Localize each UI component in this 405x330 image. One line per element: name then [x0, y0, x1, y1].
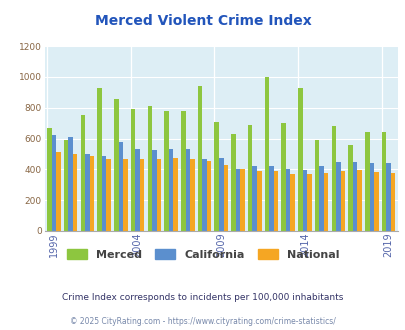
Bar	[356, 170, 361, 231]
Bar	[206, 161, 211, 231]
Bar	[80, 115, 85, 231]
Bar	[114, 99, 118, 231]
Bar	[269, 166, 273, 231]
Bar	[307, 174, 311, 231]
Bar	[118, 142, 123, 231]
Bar	[352, 162, 356, 231]
Legend: Merced, California, National: Merced, California, National	[67, 249, 338, 260]
Bar	[130, 109, 135, 231]
Bar	[190, 159, 194, 231]
Bar	[156, 159, 161, 231]
Text: Merced Violent Crime Index: Merced Violent Crime Index	[94, 15, 311, 28]
Text: © 2025 CityRating.com - https://www.cityrating.com/crime-statistics/: © 2025 CityRating.com - https://www.city…	[70, 317, 335, 326]
Bar	[256, 171, 261, 231]
Bar	[252, 166, 256, 231]
Bar	[381, 132, 386, 231]
Bar	[281, 123, 285, 231]
Bar	[173, 158, 177, 231]
Bar	[273, 171, 277, 231]
Bar	[335, 162, 340, 231]
Bar	[97, 88, 102, 231]
Bar	[197, 86, 202, 231]
Bar	[364, 132, 369, 231]
Bar	[152, 150, 156, 231]
Bar	[139, 159, 144, 231]
Bar	[185, 149, 190, 231]
Bar	[51, 135, 56, 231]
Bar	[147, 106, 152, 231]
Bar	[319, 166, 323, 231]
Bar	[247, 125, 252, 231]
Bar	[297, 88, 302, 231]
Bar	[340, 171, 344, 231]
Bar	[369, 163, 373, 231]
Bar	[390, 173, 394, 231]
Bar	[181, 111, 185, 231]
Bar	[235, 169, 240, 231]
Bar	[168, 148, 173, 231]
Bar	[264, 77, 269, 231]
Bar	[240, 169, 244, 231]
Bar	[123, 159, 127, 231]
Text: Crime Index corresponds to incidents per 100,000 inhabitants: Crime Index corresponds to incidents per…	[62, 292, 343, 302]
Bar	[290, 174, 294, 231]
Bar	[106, 159, 111, 231]
Bar	[202, 159, 206, 231]
Bar	[323, 173, 328, 231]
Bar	[64, 140, 68, 231]
Bar	[302, 170, 307, 231]
Bar	[223, 165, 228, 231]
Bar	[47, 128, 51, 231]
Bar	[135, 149, 139, 231]
Bar	[314, 140, 319, 231]
Bar	[331, 126, 335, 231]
Bar	[90, 155, 94, 231]
Bar	[386, 163, 390, 231]
Bar	[214, 122, 218, 231]
Bar	[164, 111, 168, 231]
Bar	[347, 145, 352, 231]
Bar	[56, 152, 60, 231]
Bar	[68, 137, 72, 231]
Bar	[231, 134, 235, 231]
Bar	[102, 155, 106, 231]
Bar	[85, 154, 90, 231]
Bar	[218, 158, 223, 231]
Bar	[72, 154, 77, 231]
Bar	[373, 173, 378, 231]
Bar	[285, 169, 290, 231]
